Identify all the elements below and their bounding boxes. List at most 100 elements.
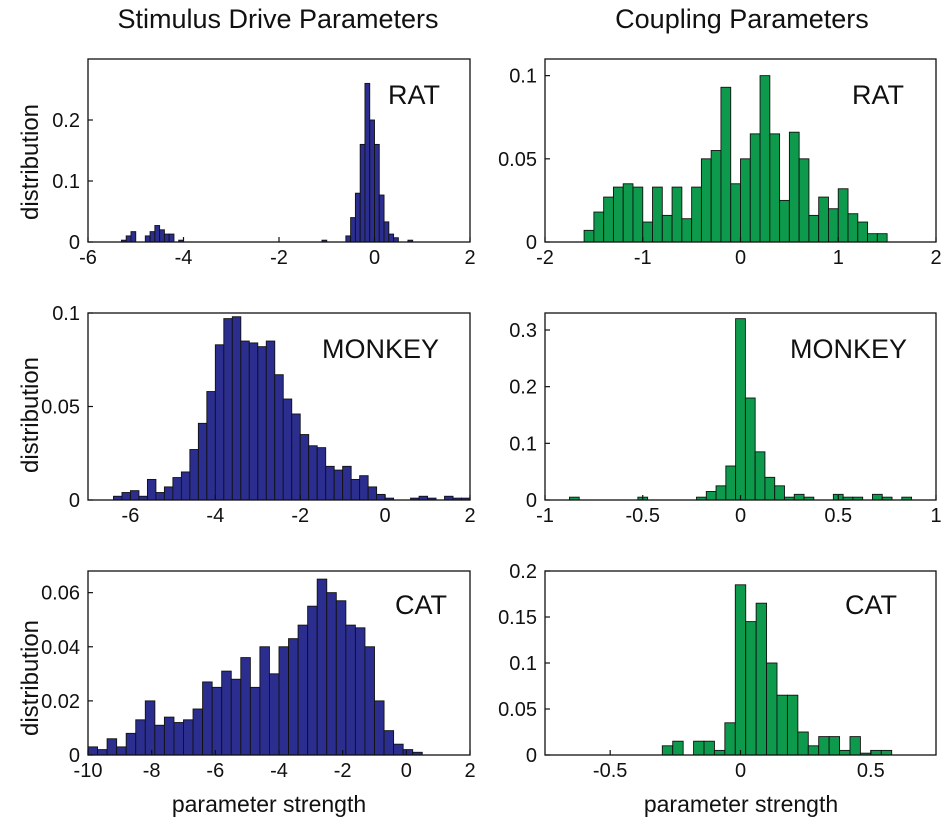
coupling-cat-bar (724, 722, 736, 756)
stimulus-cat-bar (202, 681, 213, 756)
stimulus-rat-panel: -6 -4 -2 0 2 0 0.1 0.2 RAT (52, 58, 476, 269)
stimulus-rat-bar (144, 235, 151, 243)
stimulus-rat-bar (130, 231, 137, 243)
stimulus-cat-bar (230, 678, 242, 756)
stimulus-rat-bar (374, 143, 380, 243)
coupling-rat-bar (593, 211, 605, 243)
stimulus-monkey-bar (299, 434, 310, 501)
ylabel-row-rat: distribution (17, 104, 44, 220)
coupling-rat-bar (661, 214, 673, 243)
stimulus-cat-bar (211, 686, 223, 756)
coupling-monkey-xtick-label: 0.5 (824, 505, 852, 527)
stimulus-monkey-bar (316, 447, 327, 501)
stimulus-cat-bar (364, 646, 375, 756)
stimulus-cat-bar (192, 708, 204, 756)
stimulus-rat-bar (350, 217, 356, 243)
stimulus-monkey-ytick-label: 0.1 (52, 303, 80, 325)
coupling-rat-bar (808, 214, 820, 243)
ylabel-row-cat: distribution (17, 620, 44, 736)
stimulus-cat-bar (249, 686, 261, 756)
coupling-rat-ytick-label: 0.05 (498, 149, 537, 171)
stimulus-monkey-bar (248, 342, 259, 501)
stimulus-monkey-xtick-label: 0 (380, 505, 391, 527)
coupling-monkey-xtick-label: 1 (930, 505, 941, 527)
coupling-cat-ytick-label: 0 (526, 745, 537, 767)
stimulus-rat-xtick-label: 0 (369, 247, 380, 269)
coupling-rat-panel: -2 -1 0 1 2 0 0.05 0.1 RAT (498, 58, 942, 269)
stimulus-rat-bar (354, 192, 361, 243)
coupling-cat-bar (661, 745, 674, 756)
stimulus-cat-bar (354, 627, 366, 756)
stimulus-monkey-bar (129, 490, 140, 501)
stimulus-monkey-bar (223, 318, 233, 501)
stimulus-monkey-panel: -6 -4 -2 0 2 0 0.05 0.1 MONKEY (41, 303, 476, 527)
stimulus-rat-xtick-label: 2 (464, 247, 475, 269)
coupling-cat-bar (745, 621, 757, 756)
coupling-monkey-ytick-label: 0.1 (509, 433, 537, 455)
stimulus-monkey-bar (367, 486, 378, 501)
stimulus-rat-bar (378, 194, 385, 243)
stimulus-monkey-bar (359, 475, 369, 501)
coupling-cat-bar (755, 602, 768, 756)
coupling-cat-xtick-label: -0.5 (593, 760, 627, 782)
stimulus-cat-bar (297, 624, 309, 756)
coupling-cat-bar (703, 740, 715, 756)
coupling-monkey-xtick-label: 0 (735, 505, 746, 527)
coupling-rat-bar (652, 186, 663, 243)
ylabel-row-monkey: distribution (17, 357, 44, 473)
coupling-rat-bar (603, 196, 614, 243)
coupling-monkey-bar (774, 485, 785, 501)
stimulus-cat-bar (374, 700, 385, 756)
coupling-rat-bar (837, 188, 849, 243)
stimulus-rat-bar (364, 82, 371, 243)
stimulus-monkey-bar (214, 344, 225, 501)
coupling-cat-bar (693, 740, 705, 756)
stimulus-monkey-species-label: MONKEY (322, 334, 439, 364)
coupling-rat-bar (740, 158, 751, 243)
coupling-cat-bar (776, 694, 788, 756)
coupling-monkey-bar (715, 485, 727, 501)
stimulus-cat-bar (125, 732, 137, 756)
stimulus-monkey-bar (231, 316, 242, 501)
coupling-monkey-ytick-label: 0.3 (509, 320, 537, 342)
coupling-rat-bar (847, 213, 859, 243)
coupling-monkey-bar (872, 493, 883, 501)
stimulus-rat-bar (359, 143, 366, 243)
stimulus-monkey-bar (265, 340, 276, 501)
coupling-monkey-bar (744, 397, 756, 501)
coupling-cat-panel: -0.5 0 0.5 0 0.05 0.1 0.15 0.2 CAT (498, 561, 937, 782)
stimulus-rat-bar (345, 235, 352, 243)
stimulus-monkey-bar (163, 486, 174, 501)
stimulus-rat-bar (159, 229, 165, 243)
stimulus-cat-panel: -10 -8 -6 -4 -2 0 2 0 0.02 0.04 0.06 CAT (41, 570, 476, 782)
stimulus-monkey-bar (146, 478, 157, 501)
coupling-cat-xtick-label: 0 (735, 760, 746, 782)
coupling-rat-species-label: RAT (852, 80, 904, 110)
coupling-cat-bar (828, 736, 841, 756)
stimulus-cat-ytick-label: 0.02 (41, 691, 80, 713)
coupling-rat-bar (828, 208, 839, 243)
coupling-cat-bar (818, 736, 830, 756)
stimulus-monkey-xtick-label: -4 (206, 505, 224, 527)
stimulus-cat-xtick-label: 0 (401, 760, 412, 782)
xlabel-stimulus: parameter strength (172, 791, 366, 817)
stimulus-rat-xtick-label: -4 (175, 247, 193, 269)
stimulus-cat-bar (316, 578, 328, 756)
coupling-rat-bar (671, 186, 683, 243)
stimulus-monkey-bar (308, 445, 318, 501)
stimulus-cat-bar (144, 700, 156, 756)
coupling-rat-bar (612, 186, 624, 243)
coupling-monkey-ytick-label: 0 (526, 490, 537, 512)
stimulus-cat-bar (259, 646, 270, 756)
coupling-rat-bar (798, 158, 810, 243)
stimulus-cat-bar (163, 716, 175, 756)
stimulus-rat-ytick-label: 0 (69, 232, 80, 254)
coupling-rat-bar (779, 199, 790, 243)
stimulus-cat-ytick-label: 0 (69, 745, 80, 767)
coupling-rat-bar (632, 186, 644, 243)
stimulus-rat-xtick-label: -6 (79, 247, 97, 269)
stimulus-monkey-bar (189, 449, 199, 501)
coupling-monkey-ytick-label: 0.2 (509, 377, 537, 399)
stimulus-cat-xtick-label: -4 (270, 760, 288, 782)
